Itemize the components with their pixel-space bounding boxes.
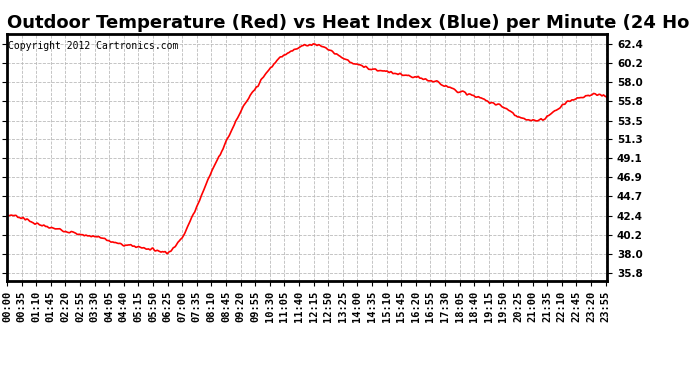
Text: Copyright 2012 Cartronics.com: Copyright 2012 Cartronics.com bbox=[8, 41, 179, 51]
Text: Outdoor Temperature (Red) vs Heat Index (Blue) per Minute (24 Hours) 20120413: Outdoor Temperature (Red) vs Heat Index … bbox=[7, 14, 690, 32]
